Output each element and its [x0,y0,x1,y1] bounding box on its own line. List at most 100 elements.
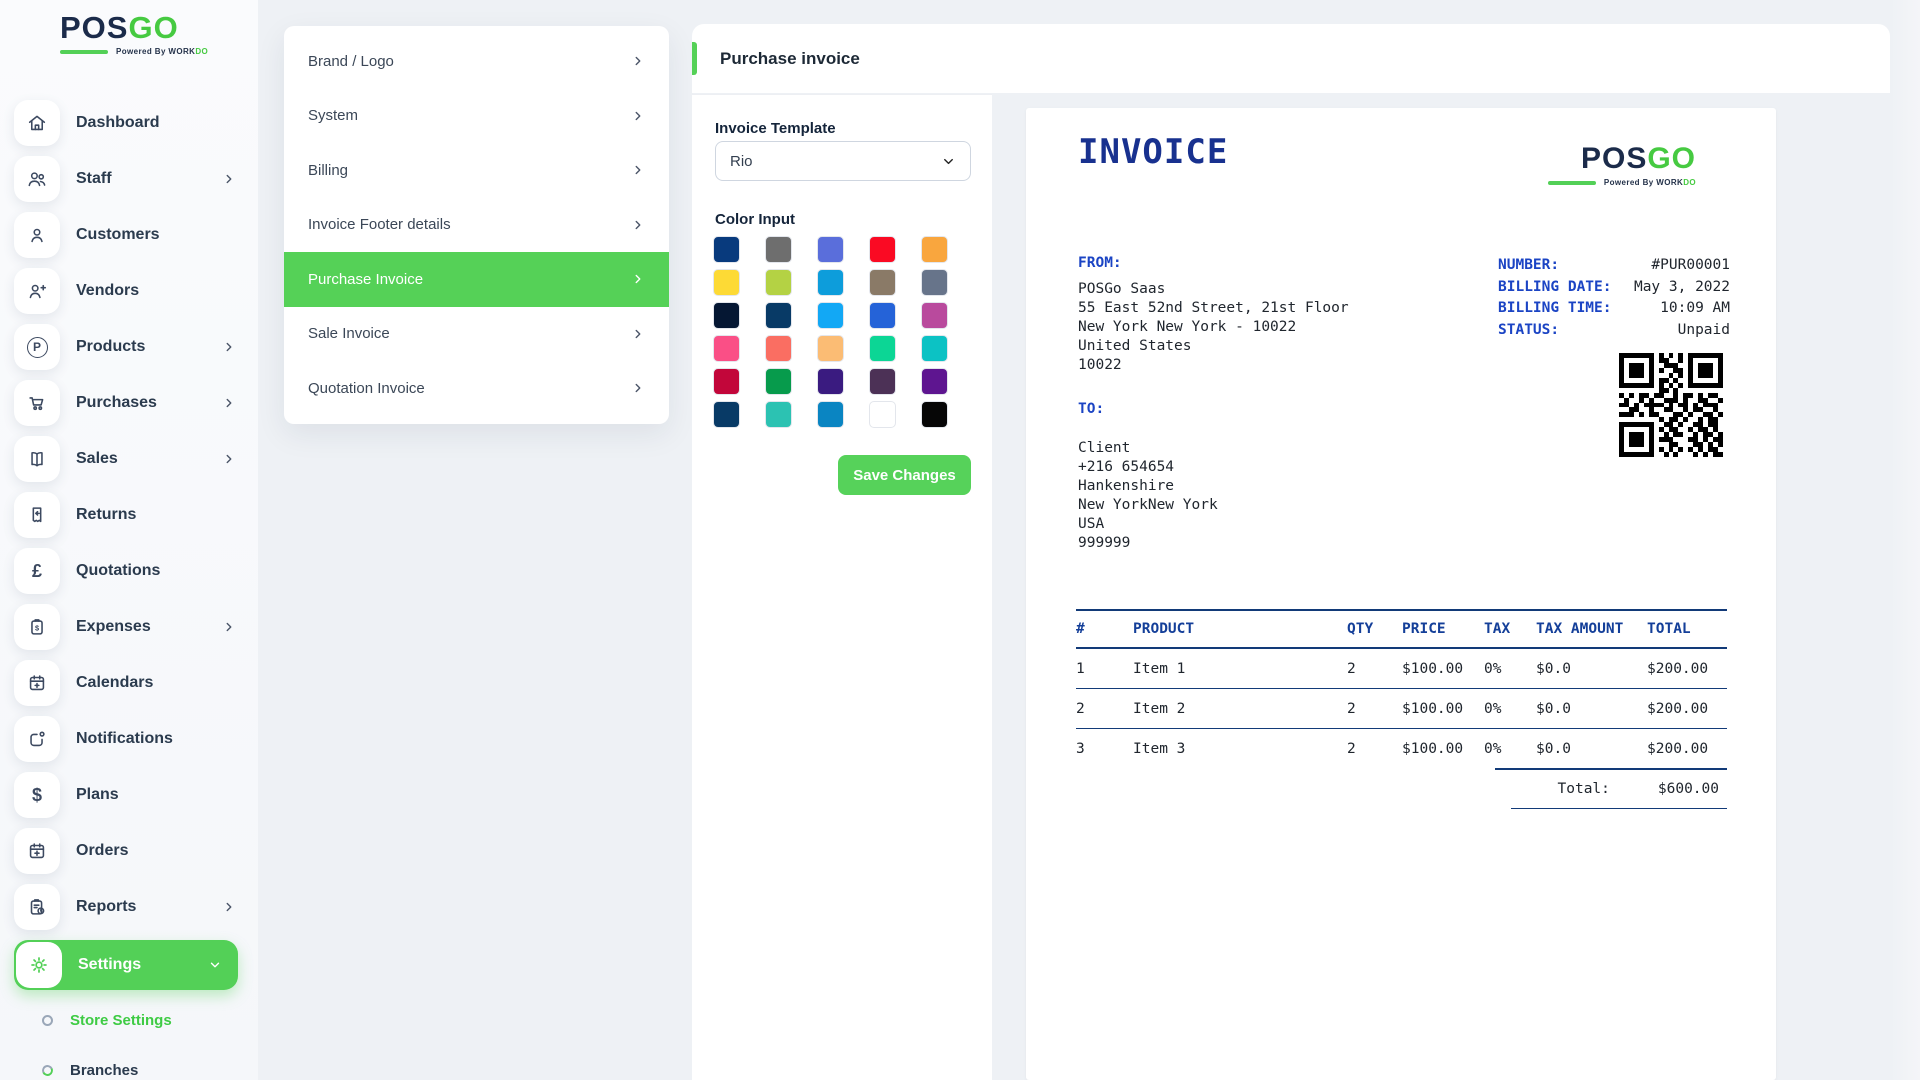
submenu-item-invoice-footer[interactable]: Invoice Footer details [284,198,669,253]
color-swatch[interactable] [869,368,896,395]
sidebar-item-notifications[interactable]: Notifications [14,716,258,762]
color-swatch[interactable] [921,269,948,296]
total-value: $600.00 [1657,781,1719,797]
color-swatch[interactable] [817,335,844,362]
color-swatch[interactable] [765,401,792,428]
sidebar-item-staff[interactable]: Staff [14,156,258,202]
calendar-plus-icon [14,828,60,874]
invoice-total: Total: $600.00 [1495,768,1727,809]
color-swatch[interactable] [869,401,896,428]
user-icon [14,212,60,258]
submenu-item-system[interactable]: System [284,89,669,144]
color-swatch[interactable] [817,368,844,395]
color-swatch[interactable] [921,401,948,428]
table-row: 1 Item 1 2 $100.00 0% $0.0 $200.00 [1076,649,1727,689]
invoice-to: TO: Client +216 654654 Hankenshire New Y… [1078,400,1218,553]
meta-row: STATUS: Unpaid [1498,321,1730,338]
color-swatch[interactable] [817,236,844,263]
save-changes-button[interactable]: Save Changes [838,455,971,495]
cart-icon [14,380,60,426]
sidebar-item-quotations[interactable]: £ Quotations [14,548,258,594]
calendar-icon [14,660,60,706]
invoice-title: INVOICE [1078,132,1229,172]
invoice-items-table: # PRODUCT QTY PRICE TAX TAX AMOUNT TOTAL… [1076,609,1727,769]
sidebar-item-reports[interactable]: Reports [14,884,258,930]
meta-row: BILLING DATE: May 3, 2022 [1498,278,1730,295]
sidebar-item-plans[interactable]: $ Plans [14,772,258,818]
color-swatch[interactable] [869,335,896,362]
chevron-down-icon [941,154,956,169]
color-swatch[interactable] [817,302,844,329]
chevron-right-icon [631,272,645,286]
app-logo: POSGO Powered By WORKDO [60,12,210,56]
submenu-item-quotation-invoice[interactable]: Quotation Invoice [284,361,669,416]
home-icon [14,100,60,146]
color-swatch[interactable] [765,269,792,296]
color-swatch[interactable] [921,368,948,395]
color-swatch[interactable] [817,401,844,428]
color-swatch[interactable] [869,269,896,296]
app-logo-text: POSGO [60,10,179,45]
invoice-template-select[interactable]: Rio [715,141,971,181]
chevron-right-icon [631,218,645,232]
to-line: +216 654654 [1078,459,1175,475]
color-swatch[interactable] [765,236,792,263]
sidebar-item-vendors[interactable]: Vendors [14,268,258,314]
submenu-item-brand-logo[interactable]: Brand / Logo [284,34,669,89]
to-line: New YorkNew York [1078,497,1218,513]
meta-row: NUMBER: #PUR00001 [1498,257,1730,273]
sidebar-item-sales[interactable]: Sales [14,436,258,482]
to-label: TO: [1078,401,1105,417]
submenu-item-purchase-invoice[interactable]: Purchase Invoice [284,252,669,307]
sidebar-item-store-settings[interactable]: Store Settings [14,1000,258,1040]
scrollbar-track[interactable] [1890,0,1920,1080]
clipboard-dollar-icon: $ [14,604,60,650]
color-swatch[interactable] [713,335,740,362]
color-swatch[interactable] [765,302,792,329]
clipboard-clock-icon [14,884,60,930]
submenu-item-sale-invoice[interactable]: Sale Invoice [284,307,669,362]
from-line: United States [1078,338,1192,354]
color-swatch[interactable] [765,335,792,362]
sidebar-item-branches[interactable]: Branches [14,1050,258,1080]
sidebar-item-customers[interactable]: Customers [14,212,258,258]
color-swatch[interactable] [817,269,844,296]
to-line: USA [1078,516,1105,532]
color-swatch[interactable] [713,368,740,395]
invoice-preview: INVOICE POSGO Powered By WORKDO FROM: PO… [1026,108,1776,1080]
color-swatch[interactable] [713,236,740,263]
color-swatch[interactable] [713,401,740,428]
chevron-right-icon [222,340,236,354]
sidebar-item-orders[interactable]: Orders [14,828,258,874]
sidebar: POSGO Powered By WORKDO Dashboard Staff … [0,0,258,1080]
sidebar-nav: Dashboard Staff Customers Vendors P Prod… [0,100,258,1080]
tagline-bar [60,49,108,54]
color-swatch[interactable] [921,302,948,329]
sidebar-item-settings[interactable]: Settings [14,940,238,990]
circle-icon [42,1014,53,1026]
color-swatch-grid [713,236,973,428]
sidebar-item-purchases[interactable]: Purchases [14,380,258,426]
settings-submenu: Brand / Logo System Billing Invoice Foot… [284,26,669,424]
sidebar-item-dashboard[interactable]: Dashboard [14,100,258,146]
sidebar-item-calendars[interactable]: Calendars [14,660,258,706]
submenu-item-billing[interactable]: Billing [284,143,669,198]
tagline-bar [1547,180,1596,185]
sidebar-item-products[interactable]: P Products [14,324,258,370]
sidebar-item-expenses[interactable]: $ Expenses [14,604,258,650]
accent-bar [692,42,697,75]
color-swatch[interactable] [869,302,896,329]
from-line: POSGo Saas [1078,281,1166,297]
color-swatch[interactable] [713,302,740,329]
receipt-icon [14,492,60,538]
color-swatch[interactable] [921,335,948,362]
chevron-right-icon [222,452,236,466]
color-swatch[interactable] [921,236,948,263]
color-swatch[interactable] [869,236,896,263]
selected-template: Rio [730,152,753,170]
sidebar-item-returns[interactable]: Returns [14,492,258,538]
color-swatch[interactable] [765,368,792,395]
color-swatch[interactable] [713,269,740,296]
circle-icon [40,1062,55,1078]
chevron-right-icon [222,620,236,634]
